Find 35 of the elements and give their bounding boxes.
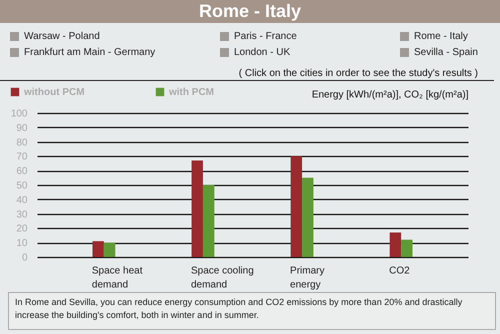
x-tick-label: Primary energy [290, 266, 324, 290]
y-tick-label: 0 [22, 252, 28, 264]
y-tick-label: 50 [16, 180, 28, 192]
bar [390, 232, 402, 257]
legend-label: with PCM [168, 87, 214, 98]
text: Rome - Italy [414, 30, 468, 42]
x-tick-label: CO2 [389, 266, 410, 276]
text: London - UK [234, 46, 290, 58]
y-tick-label: 20 [16, 224, 28, 235]
text: Paris - France [234, 30, 297, 42]
text: Sevilla - Spain [414, 46, 478, 58]
text: Warsaw - Poland [24, 30, 100, 42]
y-tick-label: 10 [16, 238, 28, 250]
y-tick-label: 70 [16, 152, 28, 163]
y-axis-title: Energy [kWh/(m²a)], CO₂ [kg/(m²a)] [312, 90, 469, 100]
x-tick-label: Space heat demand [92, 266, 143, 290]
y-tick-label: 40 [16, 194, 28, 206]
y-tick-label: 30 [16, 209, 28, 220]
bar [104, 242, 116, 257]
text: ( Click on the cities in order to see the study's results ) [238, 68, 478, 79]
y-tick-label: 100 [10, 108, 28, 120]
bar [302, 178, 314, 257]
y-tick-label: 60 [16, 166, 28, 178]
bar [202, 185, 214, 257]
chart-title: Rome - Italy [0, 0, 500, 23]
x-tick-label: Space cooling demand [190, 266, 254, 290]
text: In Rome and Sevilla, you can reduce energy consumption and CO2 emissions by more than 20% and drastically increase the building's comfort, both in winter and in summer. [8, 292, 496, 330]
bar [92, 241, 104, 257]
y-tick-label: 80 [16, 137, 28, 148]
y-tick-label: 90 [16, 122, 28, 134]
bar [290, 156, 302, 257]
bar [401, 240, 413, 257]
bar [192, 160, 203, 257]
legend-label: without PCM [23, 87, 85, 98]
text: Frankfurt am Main - Germany [24, 46, 156, 58]
